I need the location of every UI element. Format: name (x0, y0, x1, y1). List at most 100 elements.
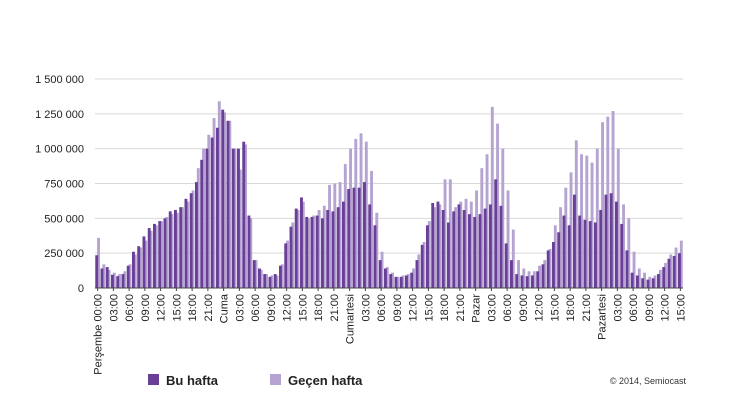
y-axis: 0 250 000 500 000 750 000 1 000 000 1 250 000… (35, 74, 84, 295)
bar-last-week (443, 179, 447, 288)
bar-this-week (394, 276, 398, 288)
bar-this-week (126, 265, 130, 288)
bar-this-week (221, 109, 225, 288)
bar-last-week (427, 221, 431, 288)
bar-this-week (258, 268, 261, 288)
bar-this-week (426, 225, 429, 288)
bar-this-week (153, 223, 156, 288)
y-tick-label: 500 000 (44, 213, 84, 225)
bar-this-week (662, 267, 666, 288)
bar-last-week (359, 133, 363, 288)
x-tick-label: 06:00 (124, 294, 136, 322)
bar-this-week (310, 216, 314, 288)
bar-this-week (651, 278, 655, 288)
bar-this-week (583, 219, 587, 288)
bar-this-week (594, 222, 597, 288)
bar-this-week (678, 253, 681, 288)
x-tick-label: 06:00 (376, 294, 388, 322)
bar-last-week (574, 140, 578, 288)
bar-last-week (107, 269, 111, 288)
bar-last-week (401, 275, 405, 288)
bar-this-week (357, 187, 361, 288)
bar-last-week (123, 271, 127, 288)
bar-last-week (154, 225, 158, 288)
bar-last-week (349, 148, 352, 288)
bar-this-week (294, 208, 298, 288)
bar-last-week (280, 264, 284, 288)
y-tick-label: 1 000 000 (35, 144, 84, 156)
bar-last-week (244, 144, 247, 288)
x-tick-label: 03:00 (108, 294, 120, 322)
bar-this-week (184, 198, 188, 288)
bar-this-week (567, 225, 571, 288)
bar-this-week (231, 148, 235, 288)
y-tick-label: 1 500 000 (35, 74, 84, 86)
y-tick-label: 250 000 (44, 248, 84, 260)
bar-this-week (111, 274, 114, 288)
bar-last-week (270, 275, 274, 288)
bar-this-week (546, 250, 550, 288)
bar-this-week (510, 260, 513, 288)
x-day-label: Perşembe 00:00 (93, 294, 105, 375)
bar-last-week (391, 272, 394, 288)
x-tick-label: 15:00 (423, 294, 435, 322)
bar-this-week (163, 218, 167, 288)
bar-this-week (373, 225, 377, 288)
bar-last-week (517, 260, 520, 288)
bar-last-week (207, 134, 211, 288)
x-tick-label: 18:00 (565, 294, 577, 322)
bar-this-week (289, 226, 293, 288)
bar-this-week (462, 209, 466, 288)
bar-last-week (564, 187, 568, 288)
bar-last-week (637, 268, 641, 288)
bar-last-week (275, 275, 279, 288)
this-week-series (95, 109, 681, 289)
bar-last-week (595, 148, 599, 288)
bar-this-week (137, 246, 141, 288)
bar-this-week (226, 120, 230, 288)
bar-this-week (609, 193, 613, 288)
bar-last-week (259, 269, 263, 288)
x-tick-label: 03:00 (360, 294, 372, 322)
bar-this-week (158, 221, 162, 288)
bar-this-week (515, 274, 519, 288)
bar-this-week (263, 274, 267, 288)
bar-this-week (504, 243, 508, 288)
bar-last-week (118, 274, 121, 288)
bar-this-week (132, 251, 135, 288)
bar-last-week (622, 204, 625, 288)
bar-last-week (233, 148, 237, 288)
bar-this-week (321, 218, 324, 288)
x-tick-label: 03:00 (486, 294, 498, 322)
bar-this-week (279, 265, 282, 288)
x-tick-label: 21:00 (329, 294, 341, 322)
bar-this-week (147, 228, 151, 288)
bar-last-week (139, 247, 142, 288)
bar-last-week (249, 218, 253, 288)
bar-this-week (599, 209, 603, 288)
x-day-label: Cuma (219, 293, 231, 323)
bar-this-week (573, 194, 576, 288)
bar-this-week (331, 211, 335, 288)
bar-this-week (431, 203, 435, 288)
bar-this-week (636, 275, 639, 288)
bar-last-week (538, 265, 541, 288)
x-axis: Perşembe 00:00 03:00 06:00 09:00 12:00 15:00 1… (93, 287, 687, 375)
bar-this-week (489, 204, 492, 288)
legend-swatch-this-week (148, 374, 159, 385)
bar-last-week (396, 276, 400, 288)
bar-this-week (242, 141, 246, 288)
bar-this-week (363, 182, 366, 288)
bar-this-week (179, 207, 183, 288)
bar-this-week (305, 216, 309, 288)
legend-label-this-week: Bu hafta (166, 373, 219, 388)
bar-this-week (499, 205, 503, 288)
bar-this-week (625, 250, 629, 288)
bar-last-week (149, 230, 153, 288)
bar-this-week (174, 209, 177, 288)
bar-last-week (291, 222, 295, 288)
bar-last-week (354, 138, 358, 288)
bar-last-week (338, 182, 342, 288)
x-day-label: Pazar (471, 294, 483, 323)
bar-last-week (160, 221, 163, 288)
